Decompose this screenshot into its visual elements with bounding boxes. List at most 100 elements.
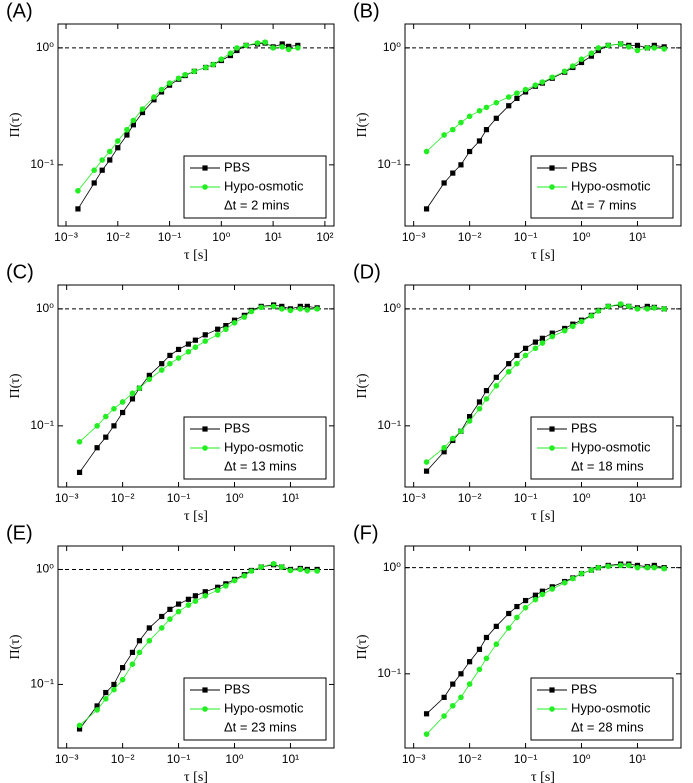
marker [651,45,658,51]
marker [314,306,320,312]
x-axis-label: τ [s] [531,770,555,783]
marker [449,126,456,133]
marker [458,119,464,126]
marker [588,313,595,319]
marker [617,301,624,307]
annotation: Δt = 18 mins [571,458,644,473]
marker [215,584,221,590]
legend-label: PBS [571,420,597,435]
marker [270,561,277,567]
marker [493,382,500,389]
marker [191,68,198,75]
marker [466,418,473,424]
panel-label: (A) [6,0,33,22]
marker [248,308,255,315]
marker [278,306,285,312]
x-tick-label: 10⁻¹ [514,230,538,244]
panel: (F) 10⁻³ 10⁻² 10⁻¹ 10⁰ 10¹ 10⁻¹ 10⁰ τ [s] Π(τ) PBS… [353,522,682,783]
marker [483,127,490,133]
marker [304,303,310,309]
marker [458,428,464,434]
x-tick-label: 10⁻¹ [158,230,182,244]
marker [129,661,136,667]
x-tick-label: 10⁻³ [402,230,426,244]
marker [578,59,585,66]
marker [254,40,261,46]
marker [279,44,286,50]
marker [561,327,568,334]
marker [514,90,520,96]
marker [270,303,277,310]
marker [175,601,182,607]
marker [644,564,651,571]
x-tick-label: 10¹ [629,230,646,244]
legend-label: Hypo-osmotic [224,439,304,454]
annotation: Δt = 7 mins [571,197,637,212]
y-axis-label: Π(τ) [355,373,370,398]
x-tick-label: 10⁻¹ [514,752,538,766]
marker [136,649,143,656]
x-tick-label: 10⁻² [111,752,135,766]
legend-label: Hypo-osmotic [571,700,651,715]
marker [514,603,520,610]
marker [139,106,146,112]
marker [314,568,320,574]
x-tick-label: 10⁰ [225,752,243,766]
marker [159,613,165,620]
marker [192,593,199,599]
annotation: Δt = 28 mins [571,719,644,734]
x-axis-label: τ [s] [184,509,208,524]
marker [231,320,238,326]
y-axis-label: Π(τ) [355,634,370,659]
marker [532,82,539,88]
marker [423,711,430,717]
marker [549,687,555,693]
marker [202,706,208,712]
legend-label: PBS [224,159,250,174]
marker [258,564,265,570]
marker [617,562,624,569]
marker [595,564,602,571]
panel-label: (C) [6,261,34,283]
marker [595,308,602,314]
marker [539,588,546,594]
marker [634,47,641,54]
plot-frame [57,545,335,749]
marker [595,45,602,51]
marker [651,564,658,571]
y-tick-label: 10⁰ [36,40,54,54]
marker [202,593,209,599]
panel: (C) 10⁻³ 10⁻² 10⁻¹ 10⁰ 10¹ 10⁻¹ 10⁰ τ [s] Π(τ) PBS… [6,261,335,524]
y-tick-label: 10⁰ [36,562,54,576]
y-tick-label: 10⁻¹ [30,677,54,691]
marker [549,74,556,81]
marker [634,306,641,312]
marker [223,322,229,329]
marker [103,689,109,696]
marker [561,68,568,75]
marker [119,399,126,405]
marker [651,305,658,311]
marker [625,562,632,569]
marker [532,596,539,603]
marker [605,42,612,49]
marker [146,625,152,631]
marker [130,122,136,128]
x-tick-label: 10⁻³ [402,752,426,766]
marker [549,184,555,190]
marker [297,566,304,573]
plot-frame [57,23,335,227]
y-tick-label: 10⁻¹ [377,666,401,680]
marker [493,115,499,121]
marker [76,726,83,732]
marker [167,616,173,622]
marker [483,104,490,111]
marker [75,187,81,194]
marker [505,625,512,631]
marker [304,568,311,574]
x-tick-label: 10⁰ [572,491,590,505]
marker [625,303,632,310]
marker [450,170,456,176]
marker [449,702,456,709]
